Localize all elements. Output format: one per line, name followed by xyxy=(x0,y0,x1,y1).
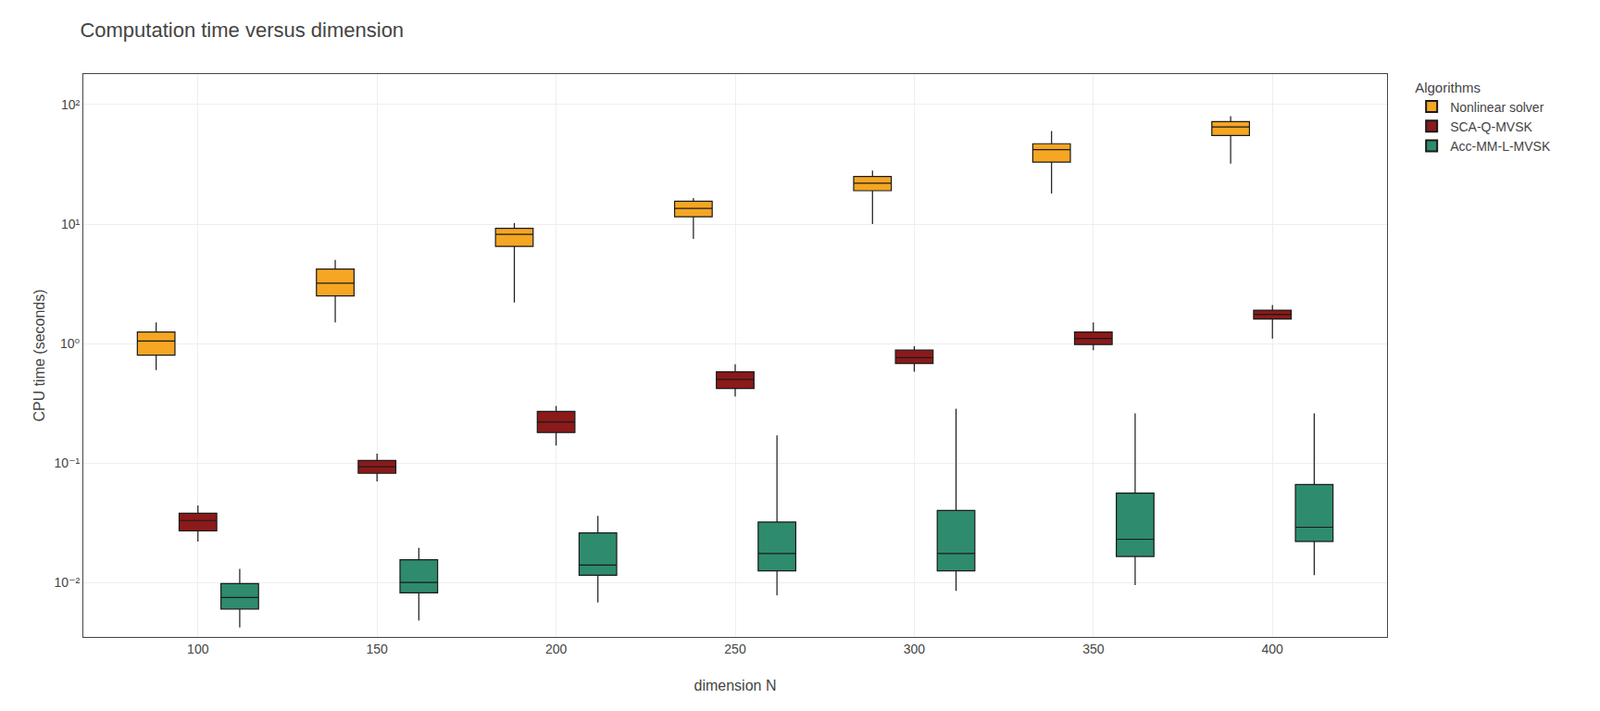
svg-text:CPU time (seconds): CPU time (seconds) xyxy=(31,288,48,422)
svg-text:300: 300 xyxy=(903,641,926,657)
svg-text:250: 250 xyxy=(724,641,747,657)
svg-text:Computation time versus dimens: Computation time versus dimension xyxy=(79,18,404,42)
svg-text:10⁻¹: 10⁻¹ xyxy=(54,455,81,471)
svg-text:SCA-Q-MVSK: SCA-Q-MVSK xyxy=(1450,119,1533,135)
svg-text:Acc-MM-L-MVSK: Acc-MM-L-MVSK xyxy=(1450,138,1551,154)
svg-text:350: 350 xyxy=(1082,641,1105,657)
svg-text:Algorithms: Algorithms xyxy=(1414,79,1481,96)
svg-text:Nonlinear solver: Nonlinear solver xyxy=(1450,100,1544,115)
svg-text:10⁻²: 10⁻² xyxy=(54,575,81,590)
svg-text:100: 100 xyxy=(187,641,210,657)
svg-text:400: 400 xyxy=(1262,641,1285,657)
svg-text:150: 150 xyxy=(366,641,389,657)
svg-text:10²: 10² xyxy=(61,97,81,113)
svg-text:dimension N: dimension N xyxy=(694,677,777,694)
svg-text:200: 200 xyxy=(545,641,568,657)
svg-text:10⁰: 10⁰ xyxy=(60,336,81,351)
svg-text:10¹: 10¹ xyxy=(61,216,81,232)
